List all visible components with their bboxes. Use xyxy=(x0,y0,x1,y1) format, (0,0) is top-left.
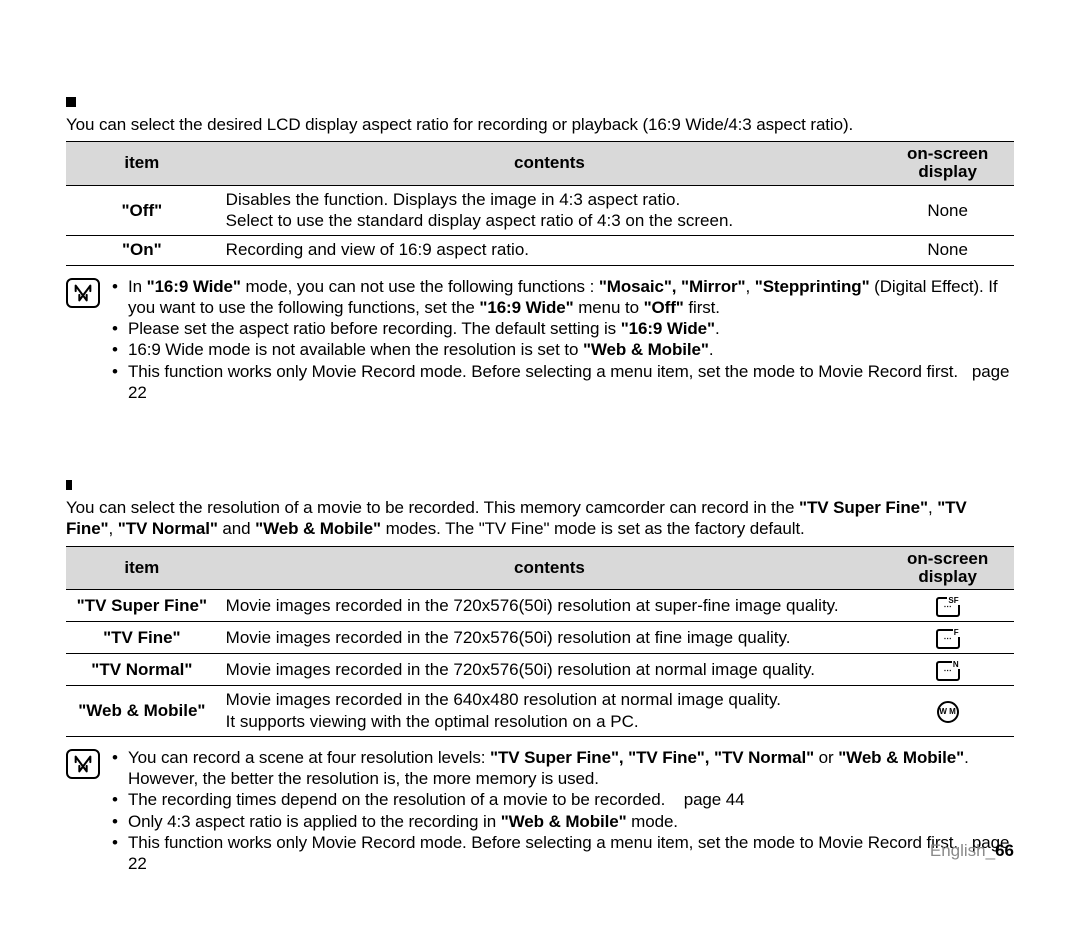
table-row: "TV Normal"Movie images recorded in the … xyxy=(66,654,1014,686)
cell-osd: None xyxy=(881,236,1014,265)
note-icon xyxy=(66,749,100,779)
resolution-table: item contents on-screen display "TV Supe… xyxy=(66,546,1014,737)
cell-item: "On" xyxy=(66,236,218,265)
cell-osd: None xyxy=(881,185,1014,236)
cell-contents: Disables the function. Displays the imag… xyxy=(218,185,882,236)
cell-contents: Movie images recorded in the 720x576(50i… xyxy=(218,622,882,654)
cell-contents: Movie images recorded in the 640x480 res… xyxy=(218,686,882,737)
col-contents: contents xyxy=(218,142,882,186)
col-contents: contents xyxy=(218,546,882,590)
note-item: You can record a scene at four resolutio… xyxy=(110,747,1014,790)
cell-osd: ⋯F xyxy=(881,622,1014,654)
note-item: Please set the aspect ratio before recor… xyxy=(110,318,1014,339)
section-marker-icon xyxy=(66,477,1014,493)
table-row: "Web & Mobile"Movie images recorded in t… xyxy=(66,686,1014,737)
note-item: Only 4:3 aspect ratio is applied to the … xyxy=(110,811,1014,832)
page-number: 66 xyxy=(995,841,1014,860)
note-list: In "16:9 Wide" mode, you can not use the… xyxy=(110,276,1014,404)
note-item: The recording times depend on the resolu… xyxy=(110,789,1014,810)
cell-osd: ⋯SF xyxy=(881,590,1014,622)
note-item: This function works only Movie Record mo… xyxy=(110,361,1014,404)
note-block-2: You can record a scene at four resolutio… xyxy=(66,747,1014,875)
cell-item: "TV Super Fine" xyxy=(66,590,218,622)
table-row: "On"Recording and view of 16:9 aspect ra… xyxy=(66,236,1014,265)
col-osd: on-screen display xyxy=(881,546,1014,590)
aspect-ratio-table: item contents on-screen display "Off"Dis… xyxy=(66,141,1014,265)
col-osd: on-screen display xyxy=(881,142,1014,186)
cell-contents: Movie images recorded in the 720x576(50i… xyxy=(218,654,882,686)
cell-osd: W M xyxy=(881,686,1014,737)
table-row: "Off"Disables the function. Displays the… xyxy=(66,185,1014,236)
page-footer: English_66 xyxy=(930,841,1014,861)
osd-quality-icon: ⋯N xyxy=(936,661,960,681)
osd-quality-icon: ⋯SF xyxy=(936,597,960,617)
osd-quality-icon: ⋯F xyxy=(936,629,960,649)
table-header-row: item contents on-screen display xyxy=(66,142,1014,186)
note-item: This function works only Movie Record mo… xyxy=(110,832,1014,875)
note-item: In "16:9 Wide" mode, you can not use the… xyxy=(110,276,1014,319)
note-item: 16:9 Wide mode is not available when the… xyxy=(110,339,1014,360)
table-row: "TV Super Fine"Movie images recorded in … xyxy=(66,590,1014,622)
cell-item: "TV Normal" xyxy=(66,654,218,686)
cell-item: "Web & Mobile" xyxy=(66,686,218,737)
note-icon xyxy=(66,278,100,308)
note-list: You can record a scene at four resolutio… xyxy=(110,747,1014,875)
cell-item: "Off" xyxy=(66,185,218,236)
footer-label: English_ xyxy=(930,841,995,860)
cell-osd: ⋯N xyxy=(881,654,1014,686)
section1-intro: You can select the desired LCD display a… xyxy=(66,114,1014,135)
note-block-1: In "16:9 Wide" mode, you can not use the… xyxy=(66,276,1014,404)
table-header-row: item contents on-screen display xyxy=(66,546,1014,590)
section-marker-icon xyxy=(66,94,1014,110)
cell-contents: Recording and view of 16:9 aspect ratio. xyxy=(218,236,882,265)
cell-contents: Movie images recorded in the 720x576(50i… xyxy=(218,590,882,622)
col-item: item xyxy=(66,142,218,186)
col-item: item xyxy=(66,546,218,590)
document-page: You can select the desired LCD display a… xyxy=(0,0,1080,874)
cell-item: "TV Fine" xyxy=(66,622,218,654)
table-row: "TV Fine"Movie images recorded in the 72… xyxy=(66,622,1014,654)
osd-wm-icon: W M xyxy=(937,701,959,723)
section2-intro: You can select the resolution of a movie… xyxy=(66,497,1014,540)
